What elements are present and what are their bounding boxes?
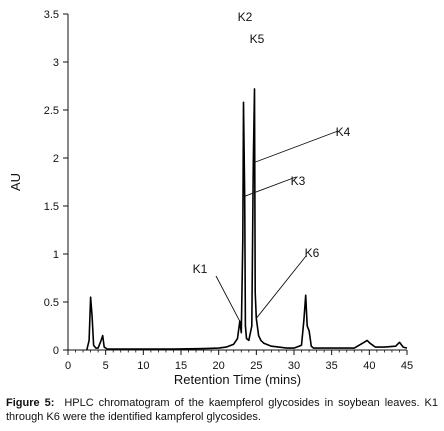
x-tick-label: 40 xyxy=(363,360,375,372)
x-tick-label: 30 xyxy=(288,360,300,372)
ticks: 0 5 10 15 20 25 30 35 40 45 0 0.5 1 1.5 2 2.5 3 3.5 xyxy=(44,9,413,372)
peak-leader-k6 xyxy=(255,255,307,319)
y-tick-label: 2 xyxy=(53,153,59,165)
peak-leader-k4 xyxy=(253,130,339,164)
peak-label-k6: K6 xyxy=(305,246,320,260)
x-tick-label: 45 xyxy=(401,360,413,372)
y-tick-label: 3.5 xyxy=(44,9,59,21)
x-tick-label: 35 xyxy=(326,360,338,372)
figure-caption-label: Figure 5: xyxy=(6,397,55,409)
x-tick-label: 20 xyxy=(213,360,225,372)
peak-label-k2: K2 xyxy=(238,10,253,24)
y-tick-label: 2.5 xyxy=(44,105,59,117)
peak-label-k5: K5 xyxy=(250,32,265,46)
y-tick-label: 0.5 xyxy=(44,297,59,309)
figure-caption: Figure 5: HPLC chromatogram of the kaemp… xyxy=(6,396,438,424)
x-tick-label: 25 xyxy=(250,360,262,372)
x-tick-label: 0 xyxy=(65,360,71,372)
x-tick-label: 10 xyxy=(137,360,149,372)
peak-leader-k3 xyxy=(244,176,297,197)
peak-label-k4: K4 xyxy=(336,125,351,139)
series-line-0 xyxy=(86,88,408,351)
y-tick-label: 1 xyxy=(53,249,59,261)
y-tick-label: 3 xyxy=(53,57,59,69)
x-tick-label: 15 xyxy=(175,360,187,372)
axes xyxy=(67,14,407,351)
figure-caption-text: HPLC chromatogram of the kaempferol glyc… xyxy=(6,397,439,423)
y-axis-title: AU xyxy=(8,173,23,191)
x-axis-title: Retention Time (mins) xyxy=(174,372,301,387)
y-tick-label: 1.5 xyxy=(44,201,59,213)
x-tick-label: 5 xyxy=(103,360,109,372)
y-tick-label: 0 xyxy=(53,345,59,357)
annotations: K1 K2 K3 K4 K5 K6 xyxy=(193,10,351,322)
peak-label-k1: K1 xyxy=(193,262,208,276)
peak-leader-k1 xyxy=(215,275,241,322)
peak-label-k3: K3 xyxy=(291,174,306,188)
series xyxy=(86,88,408,351)
